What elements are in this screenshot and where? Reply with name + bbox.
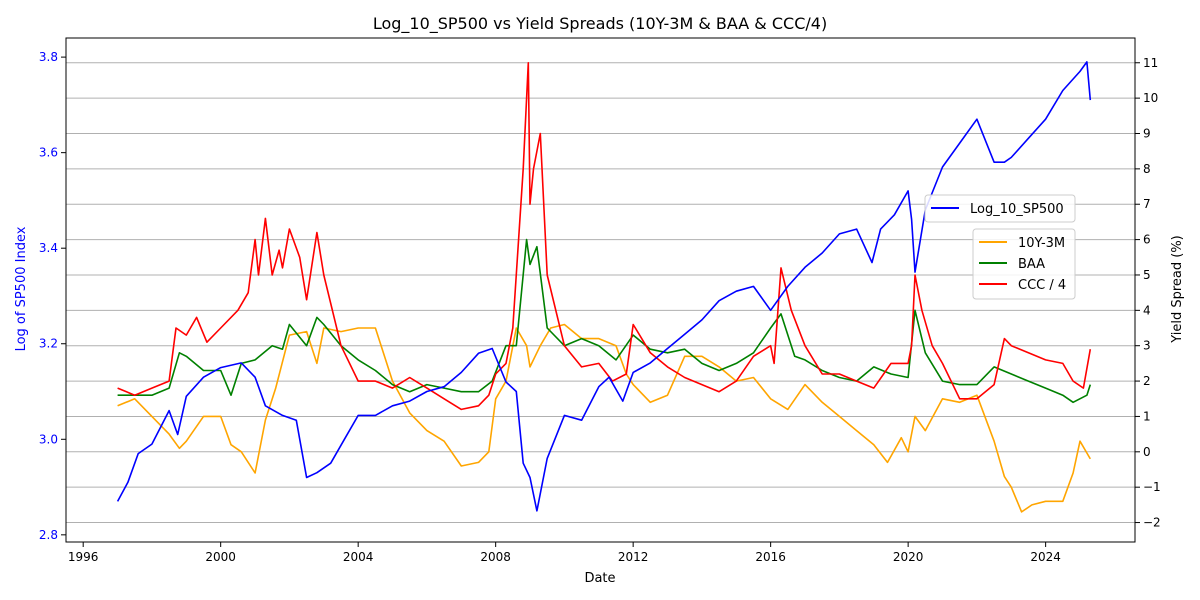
left-y-tick-label: 3.0 (39, 432, 58, 446)
right-y-tick-label: −1 (1143, 480, 1161, 494)
legend-label-sp500: Log_10_SP500 (970, 202, 1064, 217)
right-y-tick-label: 2 (1143, 374, 1151, 388)
x-tick-label: 2004 (343, 550, 374, 564)
chart-title: Log_10_SP500 vs Yield Spreads (10Y-3M & … (373, 14, 827, 34)
x-tick-label: 2008 (480, 550, 511, 564)
left-y-tick-label: 3.2 (39, 337, 58, 351)
right-y-tick-label: 8 (1143, 162, 1151, 176)
legend-right: 10Y-3M BAA CCC / 4 (972, 228, 1076, 300)
legend-label-ccc: CCC / 4 (1018, 278, 1066, 293)
left-y-tick-label: 3.4 (39, 241, 58, 255)
left-y-tick-label: 3.6 (39, 146, 58, 160)
x-tick-label: 2000 (205, 550, 236, 564)
right-y-tick-label: 3 (1143, 339, 1151, 353)
legend-left: Log_10_SP500 (924, 194, 1076, 223)
left-y-tick-label: 2.8 (39, 528, 58, 542)
legend-right-box (972, 228, 1076, 300)
series-line-baa (117, 238, 1092, 404)
right-y-axis-label: Yield Spread (%) (1170, 235, 1185, 344)
left-y-axis-label: Log of SP500 Index (14, 226, 29, 351)
right-y-tick-label: 5 (1143, 268, 1151, 282)
right-y-tick-label: 1 (1143, 409, 1151, 423)
left-y-tick-label: 3.8 (39, 50, 58, 64)
legend-label-baa: BAA (1018, 257, 1045, 272)
x-axis-label: Date (584, 571, 615, 586)
legend-left-box (924, 194, 1076, 223)
legend-label-10y3m: 10Y-3M (1018, 236, 1065, 251)
right-y-tick-label: 10 (1143, 91, 1158, 105)
x-axis: 1996 2000 2004 2008 2012 2016 2020 2024 (68, 542, 1061, 564)
x-tick-label: 2016 (755, 550, 786, 564)
series-line-ccc (117, 61, 1092, 411)
right-y-tick-label: 9 (1143, 126, 1151, 140)
right-y-tick-label: 7 (1143, 197, 1151, 211)
right-y-tick-label: 6 (1143, 233, 1151, 247)
right-y-tick-label: −2 (1143, 516, 1161, 530)
x-tick-label: 2024 (1030, 550, 1061, 564)
x-tick-label: 2020 (893, 550, 924, 564)
x-tick-label: 1996 (68, 550, 99, 564)
right-y-tick-label: 4 (1143, 303, 1151, 317)
left-y-axis: 2.8 3.0 3.2 3.4 3.6 3.8 (39, 50, 66, 542)
x-tick-label: 2012 (618, 550, 649, 564)
plot-frame (65, 37, 1136, 543)
right-y-tick-label: 11 (1143, 56, 1158, 70)
right-y-tick-label: 0 (1143, 445, 1151, 459)
series-line-10y3m (117, 323, 1091, 513)
right-y-axis: −2 −1 0 1 2 3 4 5 6 7 8 9 10 11 (1135, 56, 1161, 530)
